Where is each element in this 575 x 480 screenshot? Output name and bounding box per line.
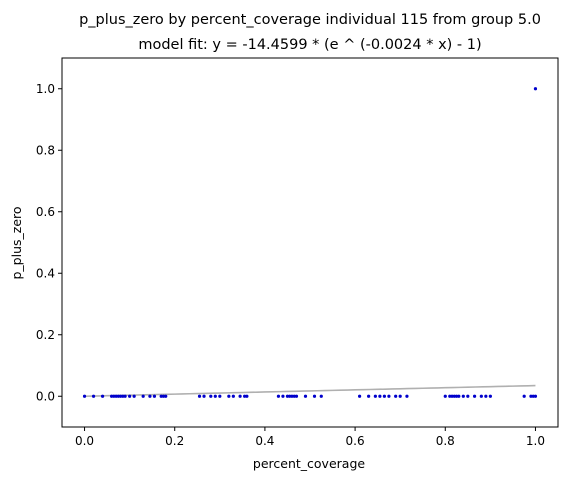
data-point [198,395,201,398]
data-point [83,395,86,398]
data-point [480,395,483,398]
x-tick-label: 0.6 [346,434,365,448]
data-point [534,395,537,398]
data-point [457,395,460,398]
data-point [399,395,402,398]
x-tick-label: 1.0 [526,434,545,448]
y-tick-label: 0.2 [36,328,55,342]
data-point [245,395,248,398]
x-tick-label: 0.0 [75,434,94,448]
y-tick-label: 0.0 [36,389,55,403]
data-point [209,395,212,398]
data-point [202,395,205,398]
x-tick-label: 0.8 [436,434,455,448]
data-point [153,395,156,398]
data-point [378,395,381,398]
data-point [128,395,131,398]
chart-title: p_plus_zero by percent_coverage individu… [79,12,541,28]
data-point [466,395,469,398]
data-point [101,395,104,398]
data-points-layer [83,87,537,398]
data-point [92,395,95,398]
data-point [164,395,167,398]
plot-frame [62,58,558,427]
data-point [239,395,242,398]
data-point [374,395,377,398]
data-point [473,395,476,398]
data-point [277,395,280,398]
y-tick-label: 0.8 [36,143,55,157]
data-point [304,395,307,398]
data-point [320,395,323,398]
y-axis-ticks: 0.0 0.2 0.4 0.6 0.8 1.0 [36,82,62,404]
data-point [387,395,390,398]
data-point [227,395,230,398]
data-point [358,395,361,398]
x-tick-label: 0.4 [255,434,274,448]
data-point [462,395,465,398]
data-point [405,395,408,398]
data-point [218,395,221,398]
data-point [133,395,136,398]
data-point [295,395,298,398]
data-point [214,395,217,398]
data-point [383,395,386,398]
data-point [313,395,316,398]
x-tick-label: 0.2 [165,434,184,448]
x-axis-ticks: 0.0 0.2 0.4 0.6 0.8 1.0 [75,427,545,448]
y-tick-label: 1.0 [36,82,55,96]
chart-subtitle: model fit: y = -14.4599 * (e ^ (-0.0024 … [138,37,481,53]
y-tick-label: 0.4 [36,266,55,280]
x-axis-label: percent_coverage [253,456,365,471]
data-point [367,395,370,398]
data-point [523,395,526,398]
data-point [394,395,397,398]
data-point [232,395,235,398]
data-point [124,395,127,398]
data-point [148,395,151,398]
data-point [489,395,492,398]
data-point [142,395,145,398]
data-point [281,395,284,398]
y-tick-label: 0.6 [36,205,55,219]
y-axis-label: p_plus_zero [9,206,24,279]
data-point [484,395,487,398]
data-point [444,395,447,398]
data-point [534,87,537,90]
